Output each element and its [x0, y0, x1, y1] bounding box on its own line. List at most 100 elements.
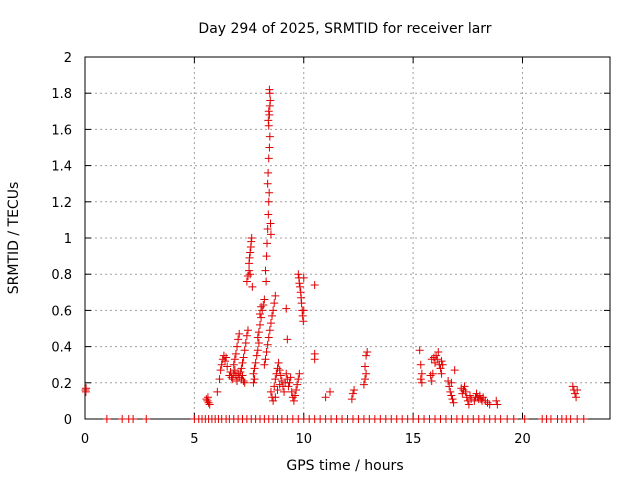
y-tick-label: 0.2: [51, 377, 72, 392]
data-point: [265, 188, 274, 197]
data-point: [253, 333, 262, 342]
y-tick-label: 1.8: [51, 87, 72, 102]
data-point: [264, 107, 273, 116]
data-point: [475, 391, 484, 400]
data-point: [295, 279, 304, 288]
data-point: [264, 210, 273, 219]
chart-title: Day 294 of 2025, SRMTID for receiver lar…: [198, 21, 491, 37]
data-point: [205, 400, 214, 409]
data-point: [460, 382, 469, 391]
grid-lines: [85, 57, 610, 419]
data-point: [437, 357, 446, 366]
data-point: [265, 143, 274, 152]
data-point: [263, 224, 272, 233]
data-point: [237, 364, 246, 373]
x-tick-label: 5: [190, 432, 198, 447]
y-tick-label: 0.4: [51, 341, 72, 356]
data-point: [257, 302, 266, 311]
data-point: [568, 382, 577, 391]
x-tick-label: 0: [81, 432, 89, 447]
data-point: [271, 291, 280, 300]
x-tick-label: 15: [405, 432, 422, 447]
data-point: [256, 310, 264, 319]
data-point: [203, 393, 212, 402]
data-point: [362, 369, 371, 378]
data-point: [245, 266, 254, 275]
data-point: [293, 380, 302, 389]
data-point: [240, 346, 249, 355]
data-point: [280, 387, 289, 396]
data-point: [275, 380, 284, 389]
data-point: [286, 373, 295, 382]
data-point: [292, 386, 301, 395]
data-point: [448, 395, 457, 404]
data-point: [449, 398, 458, 407]
data-point: [226, 367, 235, 376]
data-point: [265, 132, 274, 141]
data-point: [265, 326, 274, 335]
data-point: [447, 378, 456, 387]
data-point: [264, 116, 273, 125]
data-point: [129, 415, 138, 423]
data-point: [461, 387, 470, 396]
data-point: [520, 415, 529, 423]
data-point: [297, 299, 306, 308]
data-point: [238, 358, 247, 367]
data-point: [264, 154, 273, 163]
data-point: [261, 355, 270, 364]
data-point: [470, 396, 479, 405]
data-point: [231, 349, 240, 358]
data-point: [282, 304, 291, 313]
data-point: [493, 400, 502, 409]
data-point: [310, 355, 319, 364]
data-points: [81, 85, 588, 423]
data-point: [361, 362, 369, 371]
data-point: [271, 375, 280, 384]
data-point: [287, 387, 296, 396]
data-point: [271, 393, 280, 402]
data-point: [242, 277, 251, 286]
axis-ticks: 00.20.40.60.811.21.41.61.820 5 10 15 20: [51, 51, 610, 447]
data-point: [417, 369, 426, 378]
data-point: [247, 234, 256, 242]
data-point: [458, 389, 467, 398]
data-point: [263, 239, 271, 248]
data-point: [241, 338, 250, 347]
data-point: [268, 311, 277, 320]
data-point: [472, 389, 481, 398]
y-tick-label: 1.2: [51, 196, 72, 211]
data-point: [261, 266, 270, 275]
data-point: [446, 387, 455, 396]
data-point: [245, 253, 254, 262]
data-point: [229, 360, 238, 369]
data-point: [254, 338, 263, 347]
data-point: [263, 179, 272, 188]
data-point: [238, 371, 247, 380]
data-point: [434, 348, 443, 357]
data-point: [444, 376, 453, 385]
data-point: [217, 360, 226, 369]
data-point: [262, 348, 271, 357]
data-point: [266, 319, 275, 328]
data-point: [509, 415, 518, 423]
data-point: [437, 369, 446, 378]
data-point: [252, 351, 261, 360]
data-point: [142, 415, 151, 423]
data-point: [462, 393, 471, 402]
data-point: [221, 357, 229, 366]
data-point: [256, 320, 264, 329]
data-point: [283, 335, 292, 344]
data-point: [228, 375, 237, 384]
data-point: [204, 398, 213, 407]
data-point: [249, 378, 258, 387]
data-point: [294, 375, 303, 384]
data-point: [466, 391, 474, 400]
y-tick-label: 0: [64, 413, 72, 428]
data-point: [249, 369, 258, 378]
data-point: [265, 85, 274, 94]
data-point: [264, 197, 273, 206]
data-point: [265, 110, 274, 119]
data-point: [289, 396, 298, 405]
y-tick-label: 0.6: [51, 304, 72, 319]
